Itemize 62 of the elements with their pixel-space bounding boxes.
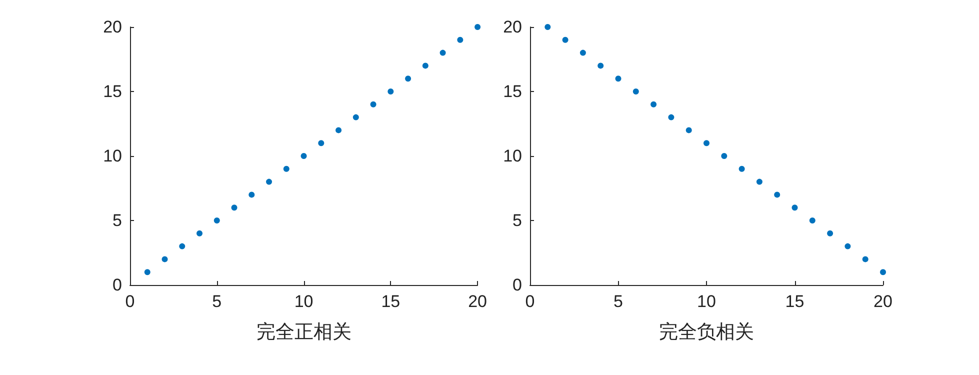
point bbox=[668, 114, 674, 120]
point bbox=[300, 153, 307, 159]
point bbox=[318, 140, 324, 146]
y-tick-label: 20 bbox=[503, 18, 522, 36]
x-tick-label: 0 bbox=[525, 292, 535, 311]
point bbox=[336, 127, 342, 134]
point bbox=[214, 218, 220, 224]
point bbox=[370, 101, 376, 108]
point bbox=[615, 76, 622, 82]
point bbox=[686, 127, 692, 134]
point bbox=[388, 88, 394, 94]
x-axis-title: 完全正相关 bbox=[256, 321, 352, 343]
point bbox=[144, 269, 150, 276]
point bbox=[809, 218, 816, 224]
x-tick-label: 10 bbox=[294, 292, 314, 311]
x-tick-label: 20 bbox=[874, 292, 892, 311]
point bbox=[792, 204, 798, 211]
point bbox=[632, 88, 639, 94]
point bbox=[162, 256, 168, 262]
y-tick-label: 10 bbox=[503, 146, 522, 166]
point bbox=[774, 192, 780, 198]
point bbox=[862, 256, 868, 262]
y-tick-label: 15 bbox=[103, 82, 122, 101]
y-tick-label: 0 bbox=[512, 276, 522, 294]
point bbox=[544, 24, 551, 30]
point bbox=[179, 243, 186, 250]
point bbox=[844, 243, 851, 250]
point bbox=[562, 36, 568, 43]
point bbox=[266, 178, 272, 185]
point bbox=[196, 230, 203, 236]
point bbox=[405, 76, 412, 82]
y-tick-label: 10 bbox=[103, 146, 122, 166]
point bbox=[248, 192, 255, 198]
x-tick-label: 15 bbox=[785, 292, 804, 311]
y-tick-label: 15 bbox=[503, 82, 522, 101]
point bbox=[352, 114, 359, 120]
point bbox=[422, 62, 428, 69]
point bbox=[827, 230, 834, 236]
x-tick-label: 0 bbox=[125, 292, 135, 311]
point bbox=[474, 24, 481, 30]
x-tick-label: 20 bbox=[468, 292, 488, 311]
x-tick-label: 5 bbox=[614, 292, 623, 311]
point bbox=[283, 166, 290, 172]
point bbox=[440, 50, 446, 56]
y-tick-label: 0 bbox=[112, 276, 122, 294]
point bbox=[231, 204, 238, 211]
point bbox=[738, 166, 745, 172]
point bbox=[880, 269, 886, 276]
point bbox=[721, 153, 728, 159]
x-axis-title: 完全负相关 bbox=[659, 321, 754, 343]
y-tick-label: 20 bbox=[103, 18, 122, 36]
x-tick-label: 10 bbox=[697, 292, 716, 311]
x-tick-label: 5 bbox=[212, 292, 222, 311]
y-tick-label: 5 bbox=[512, 211, 522, 230]
y-tick-label: 5 bbox=[112, 211, 122, 230]
x-tick-label: 15 bbox=[381, 292, 400, 311]
point bbox=[457, 36, 464, 43]
point bbox=[756, 178, 762, 185]
point bbox=[704, 140, 710, 146]
point bbox=[598, 62, 604, 69]
point bbox=[650, 101, 657, 108]
point bbox=[580, 50, 586, 56]
